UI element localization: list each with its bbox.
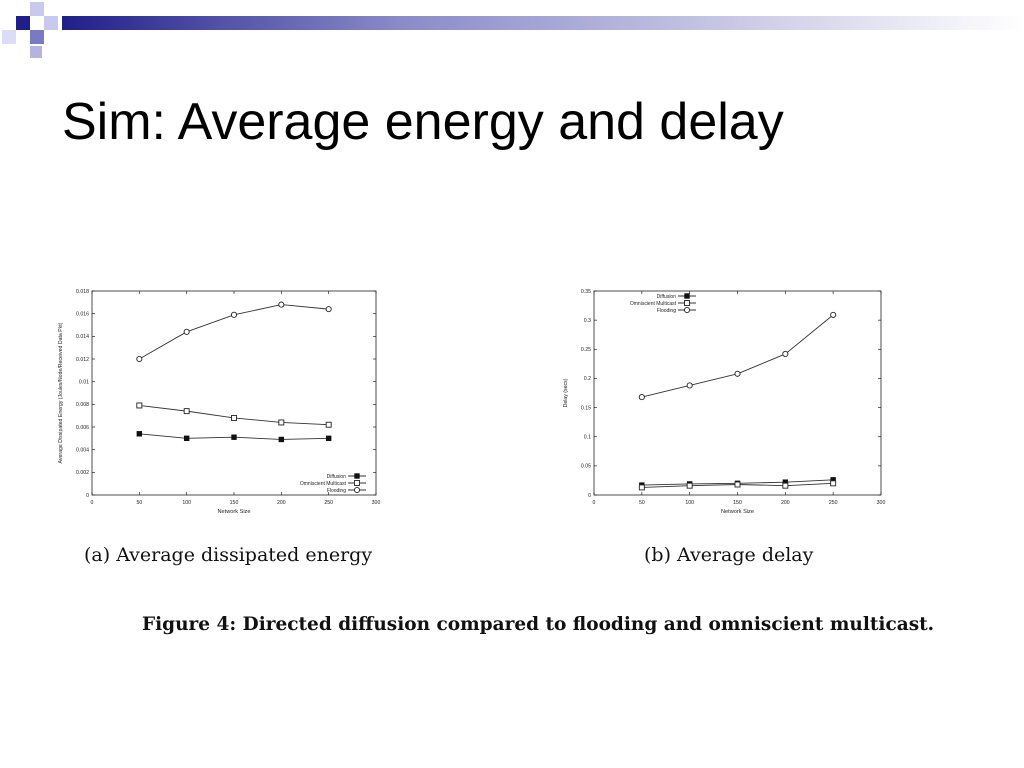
energy-point-2-0 [136, 355, 143, 363]
delay-x-tick-label-0: 0 [593, 500, 596, 506]
delay-x-axis-label: Network Size [721, 509, 754, 515]
energy-y-tick-label-3: 0.006 [76, 425, 89, 431]
energy-y-tick-label-5: 0.01 [79, 379, 89, 385]
delay-point-1-4 [830, 480, 837, 487]
energy-x-tick-label-0: 0 [91, 500, 94, 506]
delay-series-line-2 [641, 314, 834, 398]
energy-x-tick-label-2: 100 [182, 500, 191, 506]
energy-y-tick-label-6: 0.012 [76, 357, 89, 363]
energy-y-tick-label-7: 0.014 [76, 334, 89, 340]
delay-point-1-1 [686, 482, 693, 489]
energy-point-1-2 [231, 414, 237, 421]
caption-delay: (b) Average delay [644, 544, 814, 566]
energy-x-tick-label-1: 50 [136, 500, 142, 506]
delay-y-tick-label-3: 0.15 [581, 405, 591, 411]
delay-point-2-0 [638, 394, 645, 401]
energy-y-tick-label-0: 0 [86, 493, 89, 499]
energy-y-tick-label-1: 0.002 [76, 470, 89, 476]
delay-legend-marker-2 [683, 306, 691, 314]
decor-square-lavender-2 [44, 16, 58, 30]
title-band [62, 16, 1024, 30]
energy-point-0-1 [183, 435, 190, 442]
delay-x-tick-label-4: 200 [781, 500, 790, 506]
delay-point-2-2 [734, 370, 741, 377]
delay-y-tick-label-2: 0.1 [584, 435, 591, 441]
delay-y-axis-label: Delay (secs) [563, 378, 569, 407]
energy-x-tick-label-6: 300 [372, 500, 381, 506]
delay-y-tick-label-0: 0 [588, 493, 591, 499]
energy-point-1-1 [183, 408, 190, 415]
energy-y-axis-label: Average Dissipated Energy (Joules/Node/R… [58, 322, 64, 463]
energy-point-1-0 [136, 402, 143, 409]
delay-y-tick-label-1: 0.05 [581, 464, 591, 470]
delay-point-2-1 [686, 382, 693, 389]
energy-legend-marker-0 [354, 473, 360, 479]
delay-x-tick-label-5: 250 [829, 500, 838, 506]
energy-legend-marker-1 [354, 480, 360, 486]
decor-square-light [2, 30, 16, 44]
energy-point-1-4 [325, 421, 332, 428]
energy-svg: 0 50 100 150 200 250 300 0 0.002 0.004 0.006 0.008 0… [58, 289, 381, 515]
delay-y-tick-label-4: 0.2 [584, 376, 591, 382]
energy-chart: 0 50 100 150 200 250 300 0 0.002 0.004 0.006 0.008 0… [52, 280, 392, 520]
decor-square-navy [16, 16, 30, 30]
delay-x-tick-label-1: 50 [639, 500, 645, 506]
energy-y-tick-label-8: 0.016 [76, 311, 89, 317]
energy-point-0-2 [231, 434, 237, 440]
delay-series-2 [638, 311, 837, 401]
energy-legend-label-2: Flooding [327, 488, 346, 494]
energy-point-2-1 [183, 328, 190, 335]
energy-point-2-4 [325, 306, 332, 313]
delay-plot-frame [593, 290, 882, 496]
delay-point-1-0 [638, 484, 645, 491]
delay-point-1-3 [782, 482, 789, 489]
energy-legend-label-0: Diffusion [327, 474, 347, 480]
energy-legend-marker-2 [353, 486, 361, 494]
delay-y-tick-label-5: 0.25 [581, 347, 591, 353]
energy-series-2 [136, 301, 332, 363]
figure-caption: Figure 4: Directed diffusion compared to… [142, 614, 935, 635]
delay-chart: 0 50 100 150 200 250 300 0 0.05 0.1 0.15 0.2 0.25 0.3… [560, 280, 890, 520]
energy-plot-frame [91, 290, 377, 496]
energy-y-tick-label-9: 0.018 [76, 289, 89, 295]
energy-x-tick-label-5: 250 [324, 500, 333, 506]
slide-decoration [2, 2, 1024, 58]
delay-point-1-2 [734, 481, 741, 488]
energy-y-tick-label-4: 0.008 [76, 402, 89, 408]
slide-title: Sim: Average energy and delay [62, 93, 784, 151]
delay-point-2-3 [782, 350, 789, 357]
energy-series-1 [136, 402, 332, 428]
delay-x-tick-label-2: 100 [685, 500, 694, 506]
energy-x-axis-label: Network Size [218, 509, 251, 515]
delay-legend-label-1: Omniscient Multicast [630, 301, 677, 307]
delay-y-tick-label-6: 0.3 [584, 318, 591, 324]
decor-square-mid [30, 30, 44, 44]
delay-series-1 [638, 480, 837, 491]
energy-point-0-4 [325, 435, 332, 442]
energy-point-2-2 [230, 311, 238, 318]
delay-svg: 0 50 100 150 200 250 300 0 0.05 0.1 0.15 0.2 0.25 0.3… [563, 289, 886, 515]
delay-legend-marker-1 [684, 300, 690, 306]
decor-square-small [30, 46, 42, 58]
delay-legend-label-0: Diffusion [657, 294, 677, 300]
energy-point-1-3 [278, 419, 285, 426]
energy-legend-label-1: Omniscient Multicast [300, 481, 347, 487]
delay-x-tick-label-6: 300 [877, 500, 886, 506]
energy-x-tick-label-3: 150 [230, 500, 239, 506]
delay-legend-marker-0 [684, 293, 690, 299]
energy-point-0-3 [278, 436, 285, 443]
energy-y-tick-label-2: 0.004 [76, 447, 89, 453]
delay-y-tick-label-7: 0.35 [581, 289, 591, 295]
energy-series-0 [136, 431, 332, 443]
decor-square-lavender [30, 2, 44, 16]
energy-x-tick-label-4: 200 [277, 500, 286, 506]
delay-legend-label-2: Flooding [657, 308, 676, 314]
caption-energy: (a) Average dissipated energy [84, 544, 373, 566]
delay-x-tick-label-3: 150 [733, 500, 742, 506]
energy-point-0-0 [136, 431, 143, 437]
energy-point-2-3 [278, 301, 285, 308]
delay-point-2-4 [830, 311, 837, 318]
